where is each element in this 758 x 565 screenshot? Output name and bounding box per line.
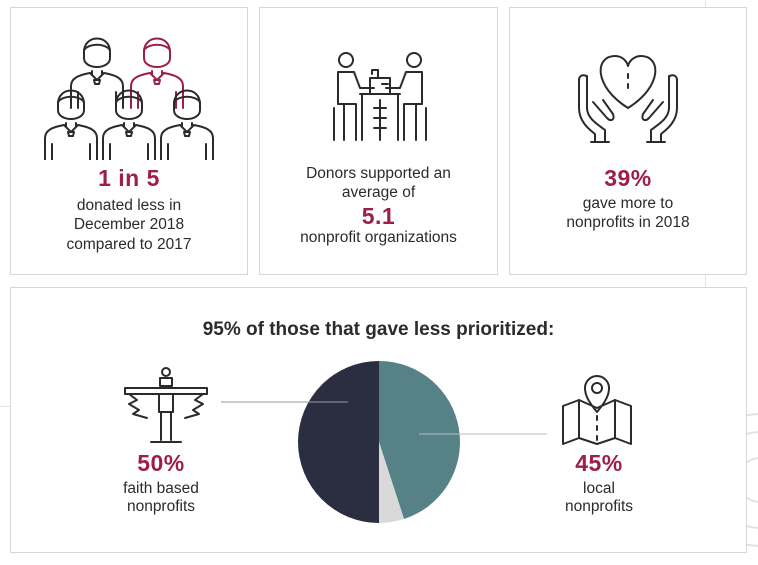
stat-description-line: donated less in bbox=[76, 197, 182, 214]
priority-left-line: faith based bbox=[123, 479, 199, 497]
priorities-card: 95% of those that gave less prioritized:… bbox=[10, 287, 747, 553]
winged-cross-icon bbox=[124, 367, 208, 443]
stat-description-line: December 2018 bbox=[73, 216, 185, 234]
priority-right-line: local bbox=[583, 479, 615, 497]
priority-right-value: 45% bbox=[575, 450, 623, 476]
stat-card-average-supported: Donors supported an average of 5.1 nonpr… bbox=[259, 7, 498, 275]
stat-description-after: nonprofit organizations bbox=[260, 228, 497, 247]
stat-card-donated-less: 1 in 5 donated less in December 2018 com… bbox=[10, 7, 248, 275]
stat-description-line: gave more to bbox=[582, 195, 674, 212]
stat-description-line: Donors supported an bbox=[306, 165, 451, 182]
priority-right-label: 45% local nonprofits bbox=[519, 450, 679, 517]
pie-slice-faith bbox=[298, 361, 379, 523]
meeting-table-icon bbox=[333, 52, 427, 141]
priority-left-value: 50% bbox=[137, 450, 185, 476]
stat-description-line: average of bbox=[341, 184, 416, 202]
priorities-heading: 95% of those that gave less prioritized: bbox=[202, 319, 555, 340]
pie-slice-other bbox=[379, 442, 405, 523]
stat-description: gave more to nonprofits in 2018 bbox=[510, 194, 746, 233]
background-line-horizontal bbox=[0, 406, 10, 407]
stat-description: donated less in December 2018 compared t… bbox=[11, 196, 247, 254]
priority-left-label: 50% faith based nonprofits bbox=[81, 450, 241, 517]
pie-slices bbox=[298, 361, 460, 523]
people-group-icon bbox=[44, 37, 214, 160]
stat-description-line: nonprofits in 2018 bbox=[566, 214, 690, 232]
stat-card-gave-more: 39% gave more to nonprofits in 2018 bbox=[509, 7, 747, 275]
pie-slice-local bbox=[379, 361, 460, 520]
stat-description-before: Donors supported an average of bbox=[260, 164, 497, 203]
map-pin-icon bbox=[562, 375, 632, 445]
stat-value: 5.1 bbox=[361, 203, 396, 229]
priority-left-line: nonprofits bbox=[126, 498, 196, 516]
pie-chart bbox=[221, 361, 547, 523]
stat-value: 39% bbox=[604, 165, 652, 191]
heart-hands-icon bbox=[578, 55, 678, 143]
stat-value: 1 in 5 bbox=[98, 165, 160, 191]
stat-description-line: nonprofit organizations bbox=[300, 229, 457, 246]
stat-description-line: compared to 2017 bbox=[66, 235, 192, 253]
priority-right-line: nonprofits bbox=[564, 498, 634, 516]
